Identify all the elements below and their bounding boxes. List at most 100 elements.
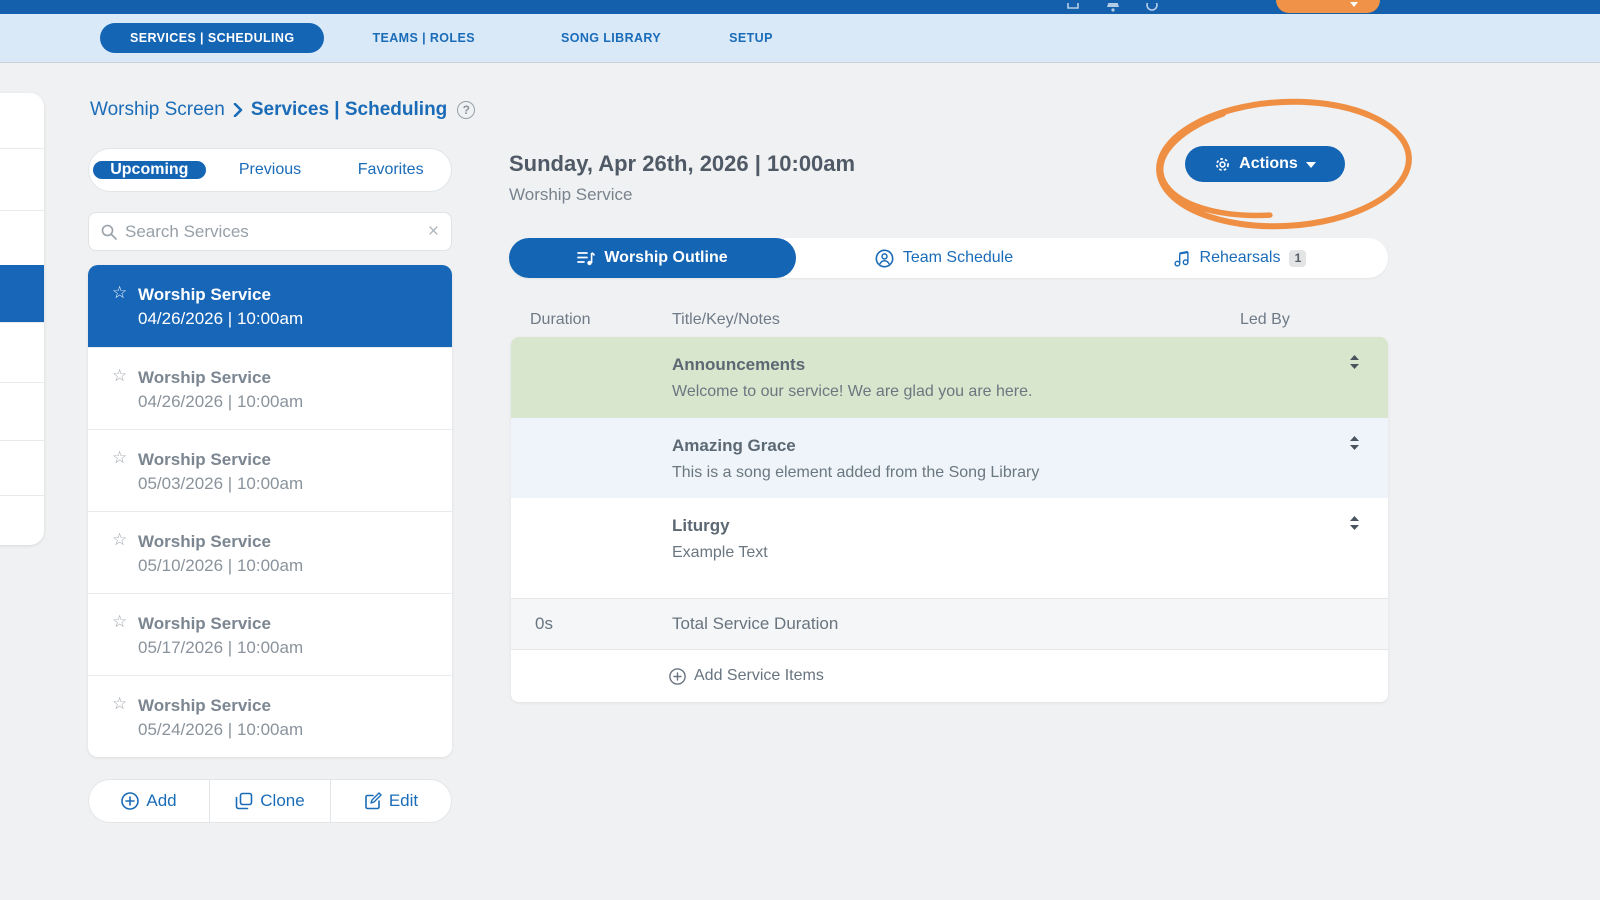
service-title: Worship Service	[138, 696, 271, 715]
queue-music-icon	[577, 252, 596, 266]
reorder-handle-icon[interactable]	[1349, 355, 1360, 369]
worship-outline-card: Announcements Welcome to our service! We…	[511, 337, 1388, 702]
tab-label: Worship Outline	[604, 249, 728, 266]
service-datetime: 05/03/2026 | 10:00am	[138, 474, 304, 493]
bell-icon[interactable]	[1106, 3, 1120, 13]
element-note: Welcome to our service! We are glad you …	[672, 383, 1033, 400]
help-icon[interactable]: ?	[457, 101, 476, 119]
total-duration-value: 0s	[535, 614, 553, 633]
list-item	[0, 210, 44, 265]
tab-services-scheduling[interactable]: SERVICES | SCHEDULING	[100, 23, 325, 53]
user-icon[interactable]	[1146, 3, 1158, 13]
gear-icon	[1216, 157, 1230, 171]
filter-tab-favorites[interactable]: Favorites	[357, 161, 424, 178]
element-title: Liturgy	[672, 516, 730, 535]
add-service-items-label: Add Service Items	[694, 667, 824, 684]
service-datetime: 05/10/2026 | 10:00am	[138, 556, 304, 575]
service-title: Worship Service	[138, 285, 271, 304]
outline-row-liturgy[interactable]: Liturgy Example Text	[511, 498, 1388, 598]
plus-circle-icon	[669, 667, 686, 685]
service-title: Worship Service	[138, 532, 271, 551]
primary-cta-button[interactable]	[1276, 0, 1380, 13]
list-item-selected	[0, 265, 44, 322]
clone-service-button[interactable]: Clone	[209, 780, 330, 822]
star-icon[interactable]: ☆	[112, 612, 128, 632]
breadcrumb: Worship Screen Services | Scheduling ?	[90, 99, 476, 121]
outline-row-amazing-grace[interactable]: Amazing Grace This is a song element add…	[511, 418, 1388, 498]
star-icon[interactable]: ☆	[112, 448, 128, 468]
element-note: This is a song element added from the So…	[672, 464, 1040, 481]
service-title: Worship Service	[138, 368, 271, 387]
service-filter-tabs: Upcoming Previous Favorites	[88, 148, 452, 192]
clear-search-icon[interactable]: ×	[427, 221, 439, 242]
search-input[interactable]	[125, 221, 428, 242]
actions-button[interactable]: Actions	[1185, 146, 1345, 182]
module-nav: SERVICES | SCHEDULING TEAMS | ROLES SONG…	[0, 14, 1600, 63]
edit-icon	[365, 792, 382, 810]
reorder-handle-icon[interactable]	[1349, 516, 1360, 530]
element-title: Amazing Grace	[672, 436, 796, 455]
chevron-down-icon	[1305, 162, 1316, 168]
element-title: Announcements	[672, 355, 806, 374]
service-datetime: 04/26/2026 | 10:00am	[138, 309, 304, 328]
service-title: Worship Service	[138, 614, 271, 633]
star-icon[interactable]: ☆	[112, 530, 128, 550]
tab-team-schedule[interactable]: Team Schedule	[796, 238, 1092, 278]
total-duration-label: Total Service Duration	[672, 614, 839, 633]
col-header-title-key-notes: Title/Key/Notes	[672, 311, 780, 328]
background-panel-cutoff	[0, 93, 44, 545]
person-circle-icon	[875, 249, 894, 267]
service-date-title: Sunday, Apr 26th, 2026 | 10:00am	[509, 151, 856, 176]
filter-tab-upcoming[interactable]: Upcoming	[93, 161, 206, 179]
service-list-item[interactable]: ☆ Worship Service 05/24/2026 | 10:00am	[88, 675, 452, 757]
tab-label: Rehearsals	[1199, 249, 1281, 266]
total-duration-row: 0s Total Service Duration	[511, 598, 1388, 650]
service-list-actions: Add Clone Edit	[88, 779, 452, 823]
chevron-down-icon	[1350, 2, 1358, 7]
tab-worship-outline[interactable]: Worship Outline	[509, 238, 796, 278]
filter-tab-upcoming-cell: Upcoming	[89, 149, 210, 191]
outline-tab-bar: Worship Outline Team Schedule Rehearsals…	[509, 238, 1388, 278]
star-icon[interactable]: ☆	[112, 694, 128, 714]
service-list: ☆ Worship Service 04/26/2026 | 10:00am ☆…	[88, 265, 452, 757]
col-header-led-by: Led By	[1240, 311, 1290, 328]
tab-setup[interactable]: SETUP	[729, 31, 773, 45]
service-title: Worship Service	[138, 450, 271, 469]
star-icon[interactable]: ☆	[112, 283, 128, 303]
service-list-item[interactable]: ☆ Worship Service 05/10/2026 | 10:00am	[88, 511, 452, 593]
service-list-item[interactable]: ☆ Worship Service 05/17/2026 | 10:00am	[88, 593, 452, 675]
breadcrumb-current: Services | Scheduling	[250, 99, 448, 120]
outline-row-announcements[interactable]: Announcements Welcome to our service! We…	[511, 337, 1388, 418]
service-list-item[interactable]: ☆ Worship Service 04/26/2026 | 10:00am	[88, 265, 452, 347]
service-list-item[interactable]: ☆ Worship Service 04/26/2026 | 10:00am	[88, 347, 452, 429]
tab-song-library[interactable]: SONG LIBRARY	[560, 31, 662, 45]
edit-service-button[interactable]: Edit	[330, 780, 451, 822]
add-service-items-button[interactable]: Add Service Items	[511, 650, 1388, 702]
chevron-right-icon	[233, 103, 243, 117]
service-datetime: 05/17/2026 | 10:00am	[138, 638, 304, 657]
top-app-bar	[0, 0, 1600, 14]
search-icon	[101, 224, 117, 240]
music-note-icon	[1173, 250, 1189, 267]
star-icon[interactable]: ☆	[112, 366, 128, 386]
list-item	[0, 93, 44, 148]
service-datetime: 05/24/2026 | 10:00am	[138, 720, 304, 739]
add-service-button[interactable]: Add	[89, 780, 209, 822]
service-list-item[interactable]: ☆ Worship Service 05/03/2026 | 10:00am	[88, 429, 452, 511]
reorder-handle-icon[interactable]	[1349, 436, 1360, 450]
tab-label: Team Schedule	[902, 249, 1014, 266]
actions-label: Actions	[1239, 155, 1298, 172]
add-label: Add	[146, 791, 177, 810]
tab-teams-roles[interactable]: TEAMS | ROLES	[372, 31, 475, 45]
screens-icon[interactable]	[1066, 3, 1082, 13]
tab-rehearsals[interactable]: Rehearsals 1	[1092, 238, 1388, 278]
service-name-subtitle: Worship Service	[509, 185, 633, 204]
plus-circle-icon	[121, 792, 140, 810]
list-item	[0, 322, 44, 382]
clone-icon	[235, 792, 253, 810]
filter-tab-previous[interactable]: Previous	[238, 161, 302, 178]
list-item	[0, 440, 44, 495]
list-item	[0, 495, 44, 545]
breadcrumb-parent[interactable]: Worship Screen	[90, 99, 225, 120]
clone-label: Clone	[260, 791, 305, 810]
